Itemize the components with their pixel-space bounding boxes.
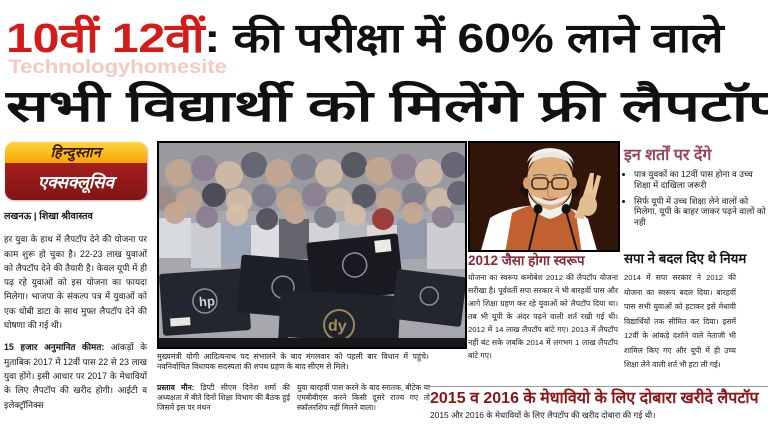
svg-text:hp: hp xyxy=(198,293,215,309)
svg-text:dy: dy xyxy=(328,317,348,335)
